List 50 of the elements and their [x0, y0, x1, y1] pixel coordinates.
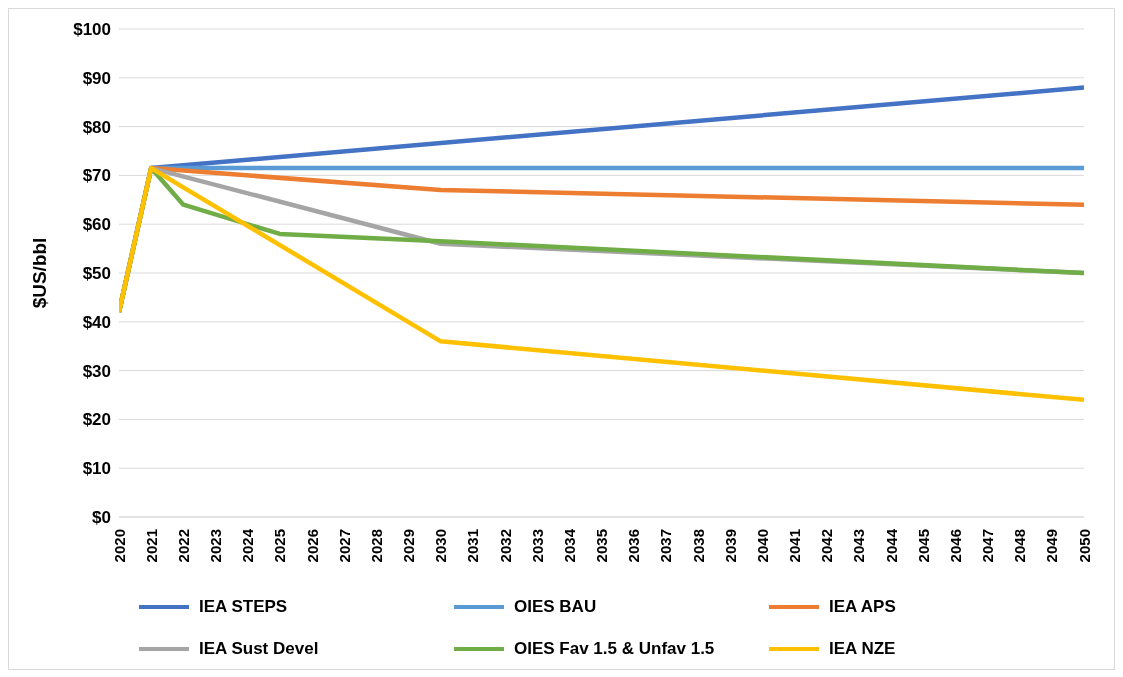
x-tick-label: 2021 — [142, 529, 160, 563]
x-tick-label: 2040 — [753, 529, 771, 563]
y-tick-label: $70 — [82, 166, 111, 186]
y-tick-label: $0 — [92, 508, 111, 528]
x-tick-label: 2022 — [174, 529, 192, 563]
y-tick-label: $30 — [82, 361, 111, 381]
x-tick-label: 2034 — [560, 528, 578, 563]
x-tick-label: 2048 — [1011, 529, 1029, 563]
x-tick-label: 2029 — [400, 529, 417, 563]
x-tick-label: 2042 — [818, 529, 836, 563]
y-tick-label: $50 — [82, 264, 111, 284]
x-tick-label: 2044 — [882, 528, 900, 563]
x-tick-label: 2047 — [979, 529, 996, 563]
x-tick-label: 2041 — [786, 529, 803, 563]
x-tick-label: 2037 — [657, 529, 675, 563]
x-tick-label: 2050 — [1075, 529, 1093, 563]
legend-label: IEA STEPS — [199, 597, 288, 617]
y-tick-label: $60 — [82, 215, 111, 235]
x-tick-label: 2024 — [239, 528, 257, 563]
legend-label: IEA Sust Devel — [199, 639, 319, 659]
x-tick-label: 2035 — [593, 529, 610, 563]
x-tick-label: 2028 — [367, 529, 385, 563]
y-tick-label: $40 — [82, 312, 111, 332]
x-tick-label: 2030 — [432, 529, 450, 563]
x-tick-label: 2045 — [914, 529, 932, 563]
legend-label: IEA NZE — [829, 639, 896, 659]
x-tick-label: 2033 — [528, 529, 546, 563]
line-series — [119, 165, 1084, 403]
legend-label: OIES Fav 1.5 & Unfav 1.5 — [514, 639, 715, 659]
x-tick-label: 2031 — [464, 529, 482, 563]
x-tick-label: 2046 — [946, 529, 964, 563]
y-axis-title: $US/bbl — [28, 237, 50, 309]
x-tick-label: 2026 — [303, 529, 321, 563]
legend-label: OIES BAU — [514, 597, 597, 617]
x-tick-label: 2039 — [721, 529, 739, 563]
y-tick-label: $20 — [82, 410, 111, 430]
y-tick-label: $100 — [73, 20, 111, 40]
x-tick-label: 2025 — [271, 529, 289, 563]
x-tick-label: 2027 — [335, 529, 353, 563]
x-tick-label: 2020 — [110, 529, 128, 563]
x-tick-label: 2023 — [207, 529, 224, 563]
x-tick-label: 2049 — [1043, 529, 1061, 563]
y-tick-label: $90 — [82, 68, 111, 88]
x-tick-label: 2036 — [625, 529, 643, 563]
y-tick-label: $10 — [82, 459, 111, 479]
y-tick-label: $80 — [82, 117, 111, 137]
legend-label: IEA APS — [829, 597, 896, 617]
x-tick-label: 2043 — [850, 529, 868, 563]
x-tick-label: 2038 — [689, 529, 707, 563]
x-tick-label: 2032 — [496, 529, 514, 563]
